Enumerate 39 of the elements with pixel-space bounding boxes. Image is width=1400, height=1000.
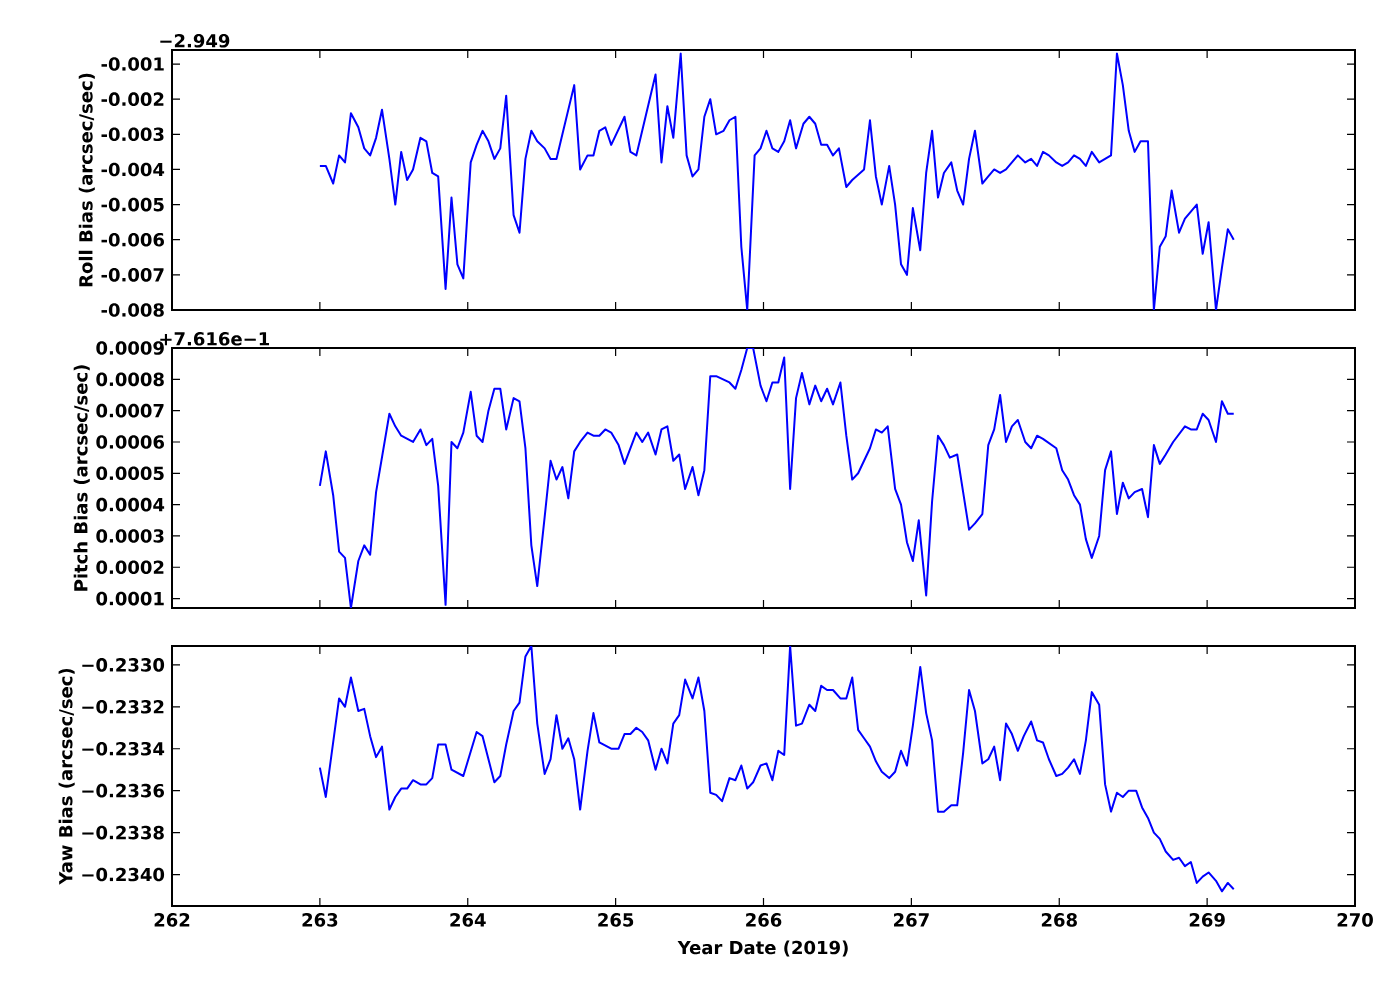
y-tick-label: 0.0008 [96, 372, 164, 387]
y-tick-label: −0.2332 [82, 699, 164, 714]
y-tick-label: −0.2340 [82, 867, 165, 882]
y-axis-title: Roll Bias (arcsec/sec) [78, 73, 95, 287]
text: −2.949 [160, 33, 230, 48]
y-tick-label: -0.003 [101, 127, 164, 142]
x-tick-label: 269 [1189, 913, 1225, 927]
x-tick-label: 262 [154, 913, 190, 927]
y-tick-label: 0.0003 [96, 529, 164, 543]
line-series [318, 52, 1235, 310]
y-tick-label: -0.005 [101, 197, 164, 212]
y-tick-label: −0.2334 [82, 741, 165, 756]
y-tick-label: 0.0006 [96, 435, 164, 449]
y-tick-label: -0.004 [101, 162, 165, 177]
x-tick-label: 263 [302, 913, 338, 927]
y-axis-title: Yaw Bias (arcsec/sec) [58, 668, 75, 885]
y-tick-label: 0.0005 [96, 466, 164, 481]
y-tick-label: 0.0001 [96, 591, 164, 606]
y-tick-label: −0.2338 [82, 825, 164, 840]
x-tick-label: 270 [1337, 913, 1373, 927]
y-tick-label: -0.008 [101, 303, 164, 317]
x-tick-label: 264 [450, 913, 486, 927]
y-tick-label: 0.0002 [96, 560, 164, 575]
y-axis-title: Pitch Bias (arcsec/sec) [73, 365, 90, 591]
x-tick-label: 267 [894, 913, 929, 927]
line-series [318, 348, 1235, 608]
x-tick-label: 265 [598, 913, 634, 927]
y-tick-label: -0.006 [101, 232, 164, 247]
x-tick-label: 268 [1041, 913, 1077, 927]
y-tick-label: 0.0004 [96, 497, 165, 512]
y-tick-label: 0.0007 [96, 403, 164, 418]
y-tick-label: −0.2330 [82, 658, 165, 672]
y-tick-label: -0.007 [101, 268, 164, 282]
y-tick-label: −0.2336 [82, 783, 165, 798]
y-tick-label: -0.002 [101, 92, 164, 106]
x-axis-title: Year Date (2019) [677, 940, 848, 957]
x-tick-label: 266 [746, 913, 782, 927]
y-tick-label: -0.001 [101, 57, 164, 71]
line-series [318, 645, 1235, 893]
